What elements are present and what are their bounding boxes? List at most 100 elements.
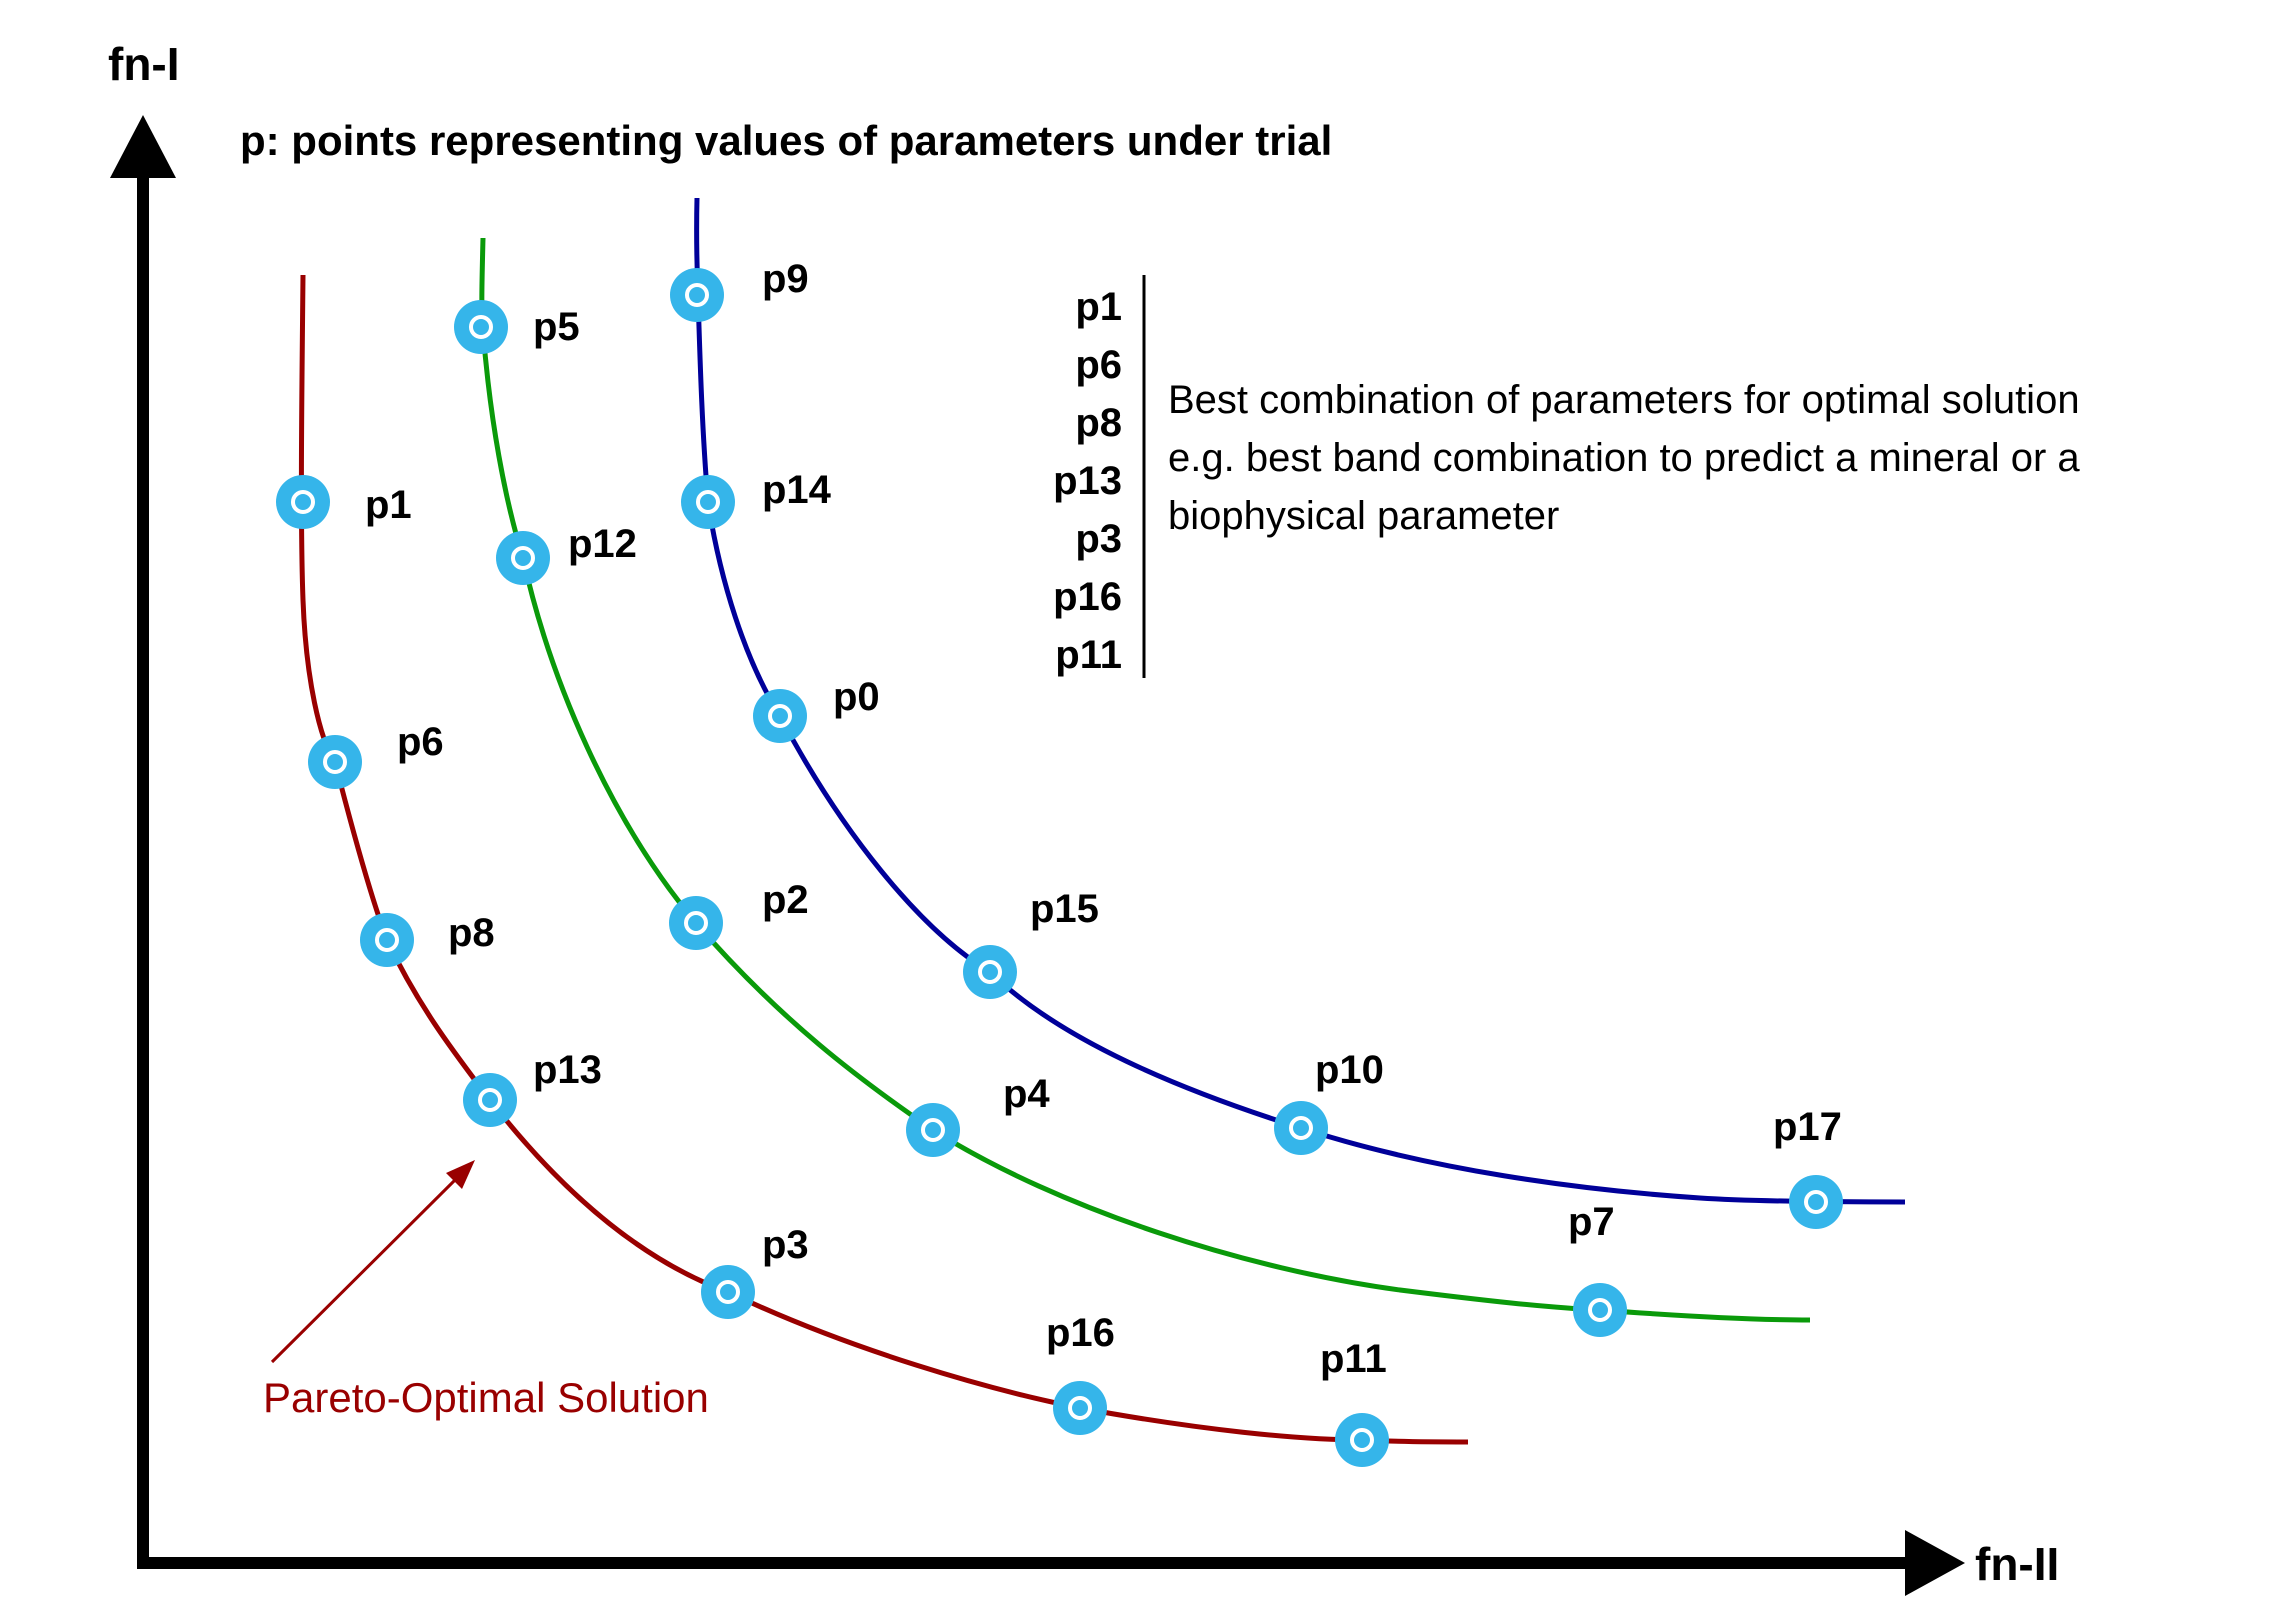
best-list-item: p16 bbox=[1053, 575, 1122, 619]
point-p9 bbox=[670, 268, 724, 322]
point-marker-ring bbox=[768, 704, 792, 728]
green-front-curve bbox=[479, 237, 1811, 1323]
point-p7 bbox=[1573, 1283, 1627, 1337]
point-marker bbox=[1789, 1175, 1843, 1229]
point-marker-ring bbox=[716, 1280, 740, 1304]
point-p11 bbox=[1335, 1413, 1389, 1467]
point-marker bbox=[753, 689, 807, 743]
point-label-p4: p4 bbox=[1003, 1072, 1050, 1116]
point-marker-ring bbox=[978, 960, 1002, 984]
point-marker-ring bbox=[685, 283, 709, 307]
point-marker bbox=[669, 896, 723, 950]
point-label-p7: p7 bbox=[1568, 1200, 1615, 1244]
point-marker-ring bbox=[1804, 1190, 1828, 1214]
point-p17 bbox=[1789, 1175, 1843, 1229]
point-marker-ring bbox=[478, 1088, 502, 1112]
point-p5 bbox=[454, 300, 508, 354]
point-marker bbox=[681, 475, 735, 529]
point-labels: p1 p6 p8 p13 p3 p16 p11 p5 p12 p2 p4 p7 … bbox=[365, 257, 1842, 1381]
point-p12 bbox=[496, 531, 550, 585]
point-p8 bbox=[360, 913, 414, 967]
point-p10 bbox=[1274, 1101, 1328, 1155]
best-list-item: p6 bbox=[1075, 343, 1122, 387]
best-list-item: p1 bbox=[1075, 285, 1122, 329]
point-marker bbox=[1274, 1101, 1328, 1155]
point-marker bbox=[701, 1265, 755, 1319]
point-marker-ring bbox=[511, 546, 535, 570]
point-label-p11: p11 bbox=[1320, 1337, 1387, 1381]
point-label-p8: p8 bbox=[448, 911, 495, 955]
point-marker bbox=[906, 1103, 960, 1157]
point-label-p10: p10 bbox=[1315, 1048, 1384, 1092]
point-label-p16: p16 bbox=[1046, 1311, 1115, 1355]
point-marker-ring bbox=[1289, 1116, 1313, 1140]
point-label-p15: p15 bbox=[1030, 887, 1099, 931]
point-p14 bbox=[681, 475, 735, 529]
point-marker-ring bbox=[696, 490, 720, 514]
point-label-p1: p1 bbox=[365, 483, 412, 527]
point-marker bbox=[1335, 1413, 1389, 1467]
point-marker bbox=[276, 475, 330, 529]
x-axis-label: fn-II bbox=[1975, 1538, 2059, 1590]
point-marker bbox=[454, 300, 508, 354]
point-p6 bbox=[308, 735, 362, 789]
note-line: e.g. best band combination to predict a … bbox=[1168, 436, 2080, 480]
point-label-p12: p12 bbox=[568, 522, 637, 566]
point-label-p3: p3 bbox=[762, 1223, 809, 1267]
point-label-p17: p17 bbox=[1773, 1105, 1842, 1149]
point-label-p13: p13 bbox=[533, 1048, 602, 1092]
y-axis-arrowhead bbox=[110, 115, 176, 178]
best-list-item: p13 bbox=[1053, 459, 1122, 503]
point-p16 bbox=[1053, 1381, 1107, 1435]
point-marker bbox=[670, 268, 724, 322]
point-marker bbox=[308, 735, 362, 789]
blue-front-curve bbox=[694, 197, 1906, 1205]
best-list-item: p3 bbox=[1075, 517, 1122, 561]
point-marker bbox=[360, 913, 414, 967]
pareto-arrow-line bbox=[270, 1178, 457, 1364]
pareto-optimal-label: Pareto-Optimal Solution bbox=[263, 1374, 709, 1421]
point-p4 bbox=[906, 1103, 960, 1157]
axes: fn-I fn-II bbox=[108, 38, 2059, 1596]
point-label-p0: p0 bbox=[833, 675, 880, 719]
point-marker-ring bbox=[291, 490, 315, 514]
point-p2 bbox=[669, 896, 723, 950]
diagram-subtitle: p: points representing values of paramet… bbox=[240, 117, 1332, 164]
pareto-arrowhead bbox=[446, 1160, 475, 1189]
best-list-item: p11 bbox=[1055, 633, 1122, 677]
note-line: biophysical parameter bbox=[1168, 494, 1559, 538]
point-marker-ring bbox=[1350, 1428, 1374, 1452]
point-marker-ring bbox=[323, 750, 347, 774]
x-axis-arrowhead bbox=[1905, 1530, 1965, 1596]
point-p15 bbox=[963, 945, 1017, 999]
pareto-annotation: Pareto-Optimal Solution bbox=[263, 1160, 709, 1421]
y-axis-label: fn-I bbox=[108, 38, 180, 90]
point-marker-ring bbox=[684, 911, 708, 935]
point-label-p2: p2 bbox=[762, 878, 809, 922]
best-combination-note: Best combination of parameters for optim… bbox=[1168, 378, 2080, 538]
point-marker-ring bbox=[921, 1118, 945, 1142]
note-line: Best combination of parameters for optim… bbox=[1168, 378, 2080, 422]
point-p3 bbox=[701, 1265, 755, 1319]
point-p0 bbox=[753, 689, 807, 743]
front-points bbox=[276, 268, 1843, 1467]
point-label-p9: p9 bbox=[762, 257, 809, 301]
point-marker-ring bbox=[469, 315, 493, 339]
point-marker bbox=[463, 1073, 517, 1127]
point-marker-ring bbox=[375, 928, 399, 952]
point-marker-ring bbox=[1588, 1298, 1612, 1322]
front-curves bbox=[298, 197, 1906, 1445]
point-label-p6: p6 bbox=[397, 720, 444, 764]
point-marker bbox=[963, 945, 1017, 999]
point-marker bbox=[1573, 1283, 1627, 1337]
point-p1 bbox=[276, 475, 330, 529]
red-front-curve bbox=[298, 274, 1469, 1445]
point-label-p14: p14 bbox=[762, 468, 832, 512]
point-marker bbox=[496, 531, 550, 585]
point-marker-ring bbox=[1068, 1396, 1092, 1420]
point-p13 bbox=[463, 1073, 517, 1127]
best-list-item: p8 bbox=[1075, 401, 1122, 445]
point-marker bbox=[1053, 1381, 1107, 1435]
best-combination-list: p1 p6 p8 p13 p3 p16 p11 bbox=[1053, 275, 1146, 678]
